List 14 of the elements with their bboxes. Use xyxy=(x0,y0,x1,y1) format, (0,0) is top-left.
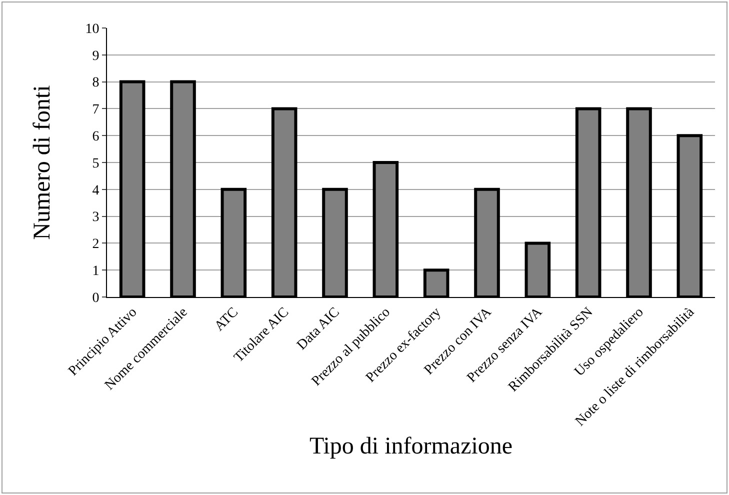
y-tick-label: 7 xyxy=(92,102,100,118)
y-tick-label: 6 xyxy=(92,130,100,144)
y-tick-label: 3 xyxy=(92,210,100,226)
x-tick-label: Data AIC xyxy=(294,304,343,354)
y-tick-label: 2 xyxy=(92,237,100,252)
y-tick-label: 0 xyxy=(92,290,100,306)
y-tick-label: 4 xyxy=(92,183,100,198)
y-axis-title: Numero di fonti xyxy=(29,84,56,240)
y-tick-label: 8 xyxy=(92,76,100,91)
y-tick-label: 10 xyxy=(85,22,100,37)
y-tick-label: 5 xyxy=(92,156,100,172)
y-tick-label: 1 xyxy=(92,264,100,279)
x-axis-title: Tipo di informazione xyxy=(309,434,513,460)
y-tick-label: 9 xyxy=(92,48,100,64)
